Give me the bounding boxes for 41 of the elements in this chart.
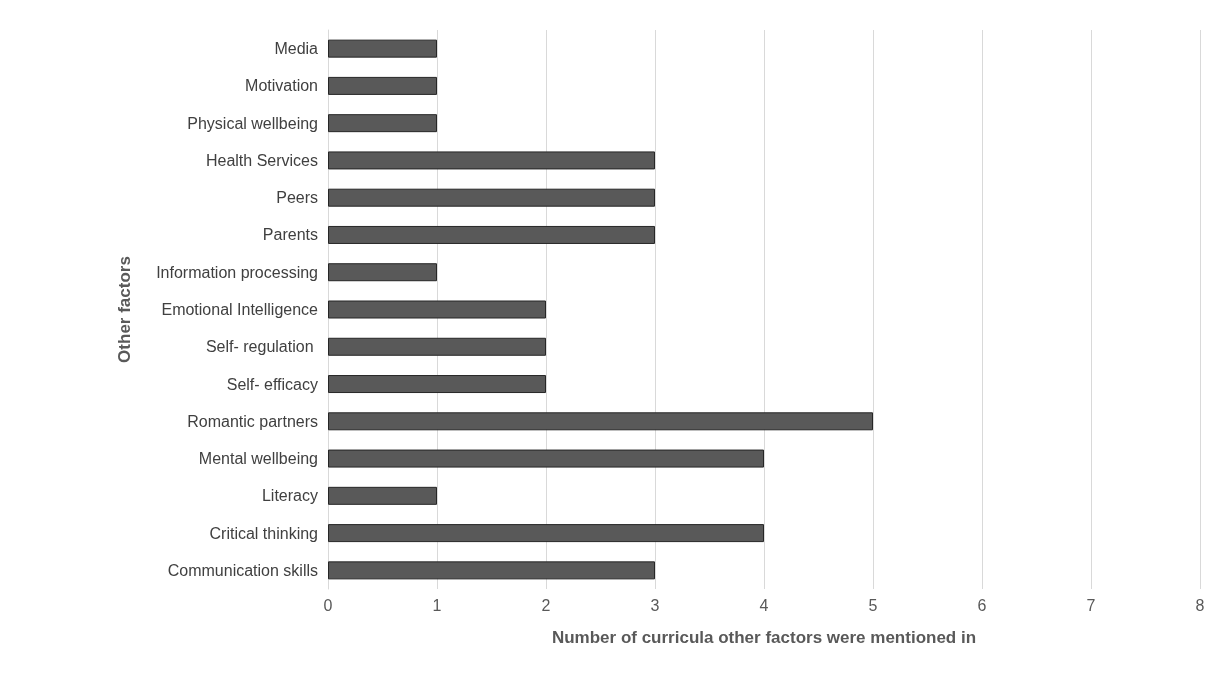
y-tick-label: Peers [276, 189, 318, 207]
y-tick-label: Motivation [245, 77, 318, 95]
bar [328, 449, 764, 468]
x-tick-label: 1 [432, 596, 442, 614]
bar [328, 76, 437, 95]
bar [328, 561, 655, 580]
y-tick-label: Health Services [205, 151, 318, 169]
y-tick-label: Media [274, 40, 319, 58]
bar [328, 486, 437, 505]
bar [328, 337, 546, 356]
x-tick-label: 4 [759, 596, 769, 614]
y-tick-label: Information processing [156, 263, 318, 281]
bar [328, 39, 437, 58]
y-tick-label: Emotional Intelligence [161, 301, 319, 318]
y-tick-label: Mental wellbeing [198, 450, 318, 468]
y-tick-label: Self- efficacy [226, 375, 318, 393]
x-tick-label: 6 [977, 596, 987, 614]
bar [328, 225, 655, 244]
x-tick-label: 0 [323, 596, 333, 614]
y-tick-label: Literacy [261, 487, 318, 505]
x-tick-label: 8 [1195, 596, 1205, 614]
y-tick-label: Parents [262, 226, 318, 244]
bar [328, 263, 437, 282]
x-tick-label: 2 [541, 596, 551, 614]
bar [328, 524, 764, 543]
bar [328, 114, 437, 133]
y-tick-label: Romantic partners [187, 412, 318, 430]
y-tick-label: Physical wellbeing [187, 114, 318, 132]
y-tick-label: Communication skills [167, 561, 318, 579]
x-tick-label: 7 [1086, 596, 1096, 614]
bar [328, 375, 546, 394]
bar [328, 188, 655, 207]
bar [328, 412, 873, 431]
y-tick-label: Critical thinking [209, 524, 318, 542]
x-tick-label: 3 [650, 596, 660, 614]
x-axis-title: Number of curricula other factors were mentioned in [551, 628, 977, 647]
y-axis-title: Other factors [115, 256, 134, 363]
bar [328, 151, 655, 170]
x-tick-label: 5 [868, 596, 878, 614]
y-tick-label: Self- regulation [205, 338, 318, 356]
bar [328, 300, 546, 319]
